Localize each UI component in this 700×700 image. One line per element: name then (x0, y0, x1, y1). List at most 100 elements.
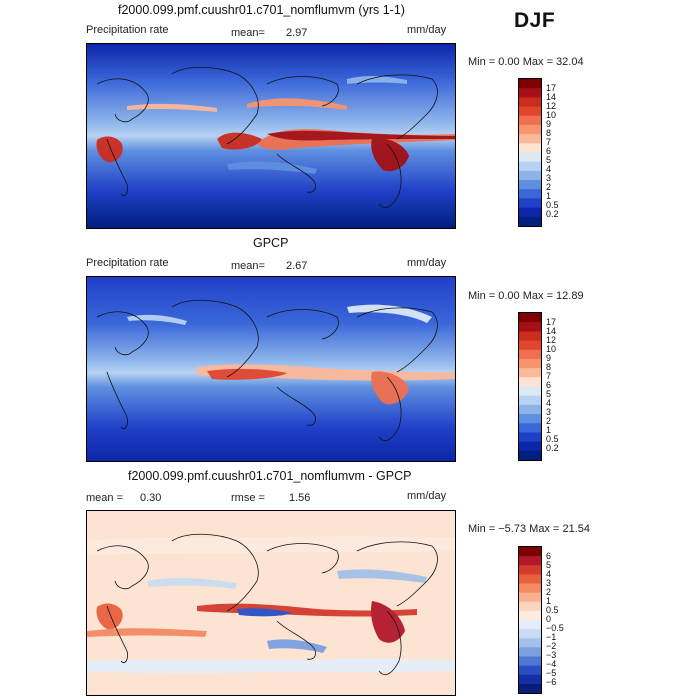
panel3-cb-label: 2 (546, 587, 552, 597)
panel3-cb-label: 4 (546, 569, 552, 579)
panel3-cb-label: 0 (546, 614, 552, 624)
colorbar-swatch (519, 629, 541, 639)
colorbar-swatch (519, 189, 541, 199)
colorbar-swatch (519, 97, 541, 107)
panel1-cb-label: 12 (546, 101, 557, 111)
panel3-title: f2000.099.pmf.cuushr01.c701_nomflumvm - … (128, 469, 412, 483)
panel1-cb-label: 2 (546, 182, 552, 192)
panel3-cb-label: 5 (546, 560, 552, 570)
panel1-cb-label: 1 (546, 191, 552, 201)
panel3-cb-label: −6 (546, 677, 557, 687)
panel1-cb-label: 3 (546, 173, 552, 183)
panel2-cb-label: 17 (546, 317, 557, 327)
season-label: DJF (514, 9, 556, 32)
colorbar-swatch (519, 349, 541, 360)
panel1-cb-label: 5 (546, 155, 552, 165)
panel1-cb-label: 9 (546, 119, 552, 129)
panel2-field-label: Precipitation rate (86, 257, 169, 269)
panel3-rmse-value: 1.56 (289, 492, 311, 504)
colorbar-swatch (519, 313, 541, 323)
panel2-cb-label: 2 (546, 416, 552, 426)
colorbar-swatch (519, 143, 541, 153)
panel3-rmse-label: rmse = (231, 492, 265, 504)
panel2-title: GPCP (253, 236, 289, 250)
colorbar-swatch (519, 450, 541, 460)
panel3-cb-label: 0.5 (546, 605, 559, 615)
panel3-cb-label: −1 (546, 632, 557, 642)
panel3-cb-label: 1 (546, 596, 552, 606)
colorbar-swatch (519, 322, 541, 332)
colorbar-swatch (519, 583, 541, 594)
colorbar-swatch (519, 565, 541, 575)
colorbar-swatch (519, 358, 541, 369)
colorbar-swatch (519, 198, 541, 209)
panel3-cb-label: −3 (546, 650, 557, 660)
colorbar-swatch (519, 216, 541, 226)
colorbar-swatch (519, 656, 541, 667)
colorbar-swatch (519, 161, 541, 172)
colorbar-swatch (519, 441, 541, 452)
panel2-cb-label: 1 (546, 425, 552, 435)
panel1-title: f2000.099.pmf.cuushr01.c701_nomflumvm (y… (118, 3, 405, 17)
panel3-map (86, 510, 456, 696)
panel3-mean-label: mean = (86, 492, 123, 504)
panel1-map (86, 43, 456, 229)
panel1-cb-label: 0.2 (546, 209, 559, 219)
panel1-cb-label: 6 (546, 146, 552, 156)
panel2-cb-label: 12 (546, 335, 557, 345)
colorbar-swatch (519, 601, 541, 612)
colorbar-swatch (519, 124, 541, 135)
colorbar-swatch (519, 638, 541, 648)
panel3-cb-label: −0.5 (546, 623, 564, 633)
colorbar-swatch (519, 340, 541, 351)
panel2-range: Min = 0.00 Max = 12.89 (468, 290, 584, 302)
panel2-units: mm/day (407, 257, 447, 269)
panel2-cb-label: 8 (546, 362, 552, 372)
panel2-cb-label: 14 (546, 326, 557, 336)
panel1-units: mm/day (407, 24, 447, 36)
colorbar-swatch (519, 368, 541, 378)
colorbar-swatch (519, 404, 541, 415)
colorbar-swatch (519, 432, 541, 443)
colorbar-swatch (519, 88, 541, 98)
panel3-cb-label: −4 (546, 659, 557, 669)
colorbar-swatch (519, 674, 541, 685)
colorbar-swatch (519, 610, 541, 621)
panel2-cb-label: 4 (546, 398, 552, 408)
colorbar-swatch (519, 547, 541, 557)
panel2-cb-label: 0.2 (546, 443, 559, 453)
colorbar-swatch (519, 574, 541, 584)
colorbar-swatch (519, 115, 541, 126)
panel1-cb-label: 8 (546, 128, 552, 138)
panel1-cb-label: 4 (546, 164, 552, 174)
panel2-cb-label: 10 (546, 344, 557, 354)
panel2-cb-label: 6 (546, 380, 552, 390)
panel2-cb-label: 7 (546, 371, 552, 381)
colorbar-swatch (519, 665, 541, 676)
colorbar-swatch (519, 556, 541, 566)
colorbar-swatch (519, 180, 541, 190)
panel3-cb-label: −5 (546, 668, 557, 678)
colorbar-swatch (519, 134, 541, 144)
colorbar-swatch (519, 620, 541, 630)
panel2-colorbar (518, 312, 542, 461)
panel1-cb-label: 0.5 (546, 200, 559, 210)
colorbar-swatch (519, 152, 541, 163)
colorbar-swatch (519, 207, 541, 218)
panel3-mean-value: 0.30 (140, 492, 162, 504)
panel3-cb-label: −2 (546, 641, 557, 651)
panel1-field-label: Precipitation rate (86, 24, 169, 36)
panel2-cb-label: 5 (546, 389, 552, 399)
panel2-mean-value: 2.67 (286, 260, 308, 272)
panel2-cb-label: 3 (546, 407, 552, 417)
panel1-range: Min = 0.00 Max = 32.04 (468, 56, 584, 68)
colorbar-swatch (519, 377, 541, 387)
panel2-mean-label: mean= (231, 260, 265, 272)
colorbar-swatch (519, 79, 541, 89)
panel1-colorbar (518, 78, 542, 227)
panel1-cb-label: 7 (546, 137, 552, 147)
panel1-mean-label: mean= (231, 27, 265, 39)
panel2-map (86, 276, 456, 462)
colorbar-swatch (519, 395, 541, 406)
colorbar-swatch (519, 592, 541, 603)
